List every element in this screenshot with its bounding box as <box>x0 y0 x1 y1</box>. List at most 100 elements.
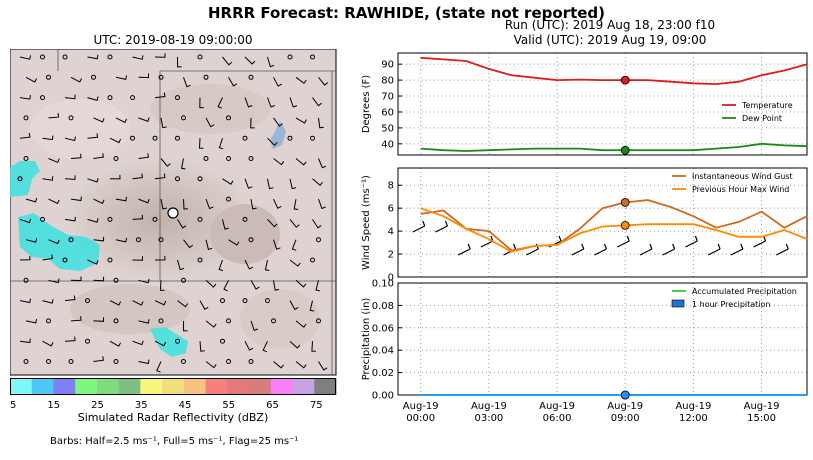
colorbar-cell <box>162 378 185 395</box>
wind-barb <box>48 158 60 164</box>
colorbar-tick-label: 25 <box>91 400 104 410</box>
wind-barb <box>42 340 54 347</box>
wind-barb <box>250 199 257 210</box>
colorbar-tick-label: 35 <box>135 400 148 410</box>
valid-line: Valid (UTC): 2019 Aug 19, 09:00 <box>513 33 707 47</box>
wind-barb <box>42 299 54 304</box>
legend-label: Previous Hour Max Wind <box>692 185 789 194</box>
map-title: UTC: 2019-08-19 09:00:00 <box>93 33 253 47</box>
wind-barb <box>115 196 127 202</box>
wind-barb <box>311 341 316 352</box>
wind-barb <box>312 219 322 229</box>
wind-barb <box>289 300 299 311</box>
wind-barb <box>295 320 307 328</box>
calm-circle <box>175 338 180 344</box>
calm-circle <box>107 257 113 263</box>
colorbar-tick-label: 65 <box>266 400 279 410</box>
wind-barb <box>109 174 121 180</box>
calm-circle <box>181 359 186 364</box>
wind-barb <box>293 199 299 210</box>
y-tick-label: 4 <box>388 227 394 238</box>
calm-circle <box>136 237 141 243</box>
calm-circle <box>316 318 321 324</box>
calm-circle <box>242 135 248 141</box>
wind-barb <box>183 320 188 332</box>
legend-label: Instantaneous Wind Gust <box>692 172 793 181</box>
wind-barb <box>138 278 150 284</box>
y-tick-label: 0.00 <box>372 391 394 402</box>
reservoir <box>270 121 286 149</box>
calm-circle <box>62 54 68 60</box>
wind-barb <box>93 198 105 205</box>
wind-barb <box>25 76 38 83</box>
wind-barb <box>87 54 99 60</box>
wind-barb <box>64 216 76 222</box>
wind-barb <box>25 318 37 324</box>
wind-barb <box>218 138 224 150</box>
x-tick-label: Aug-19 <box>675 401 711 412</box>
calm-circle <box>287 135 293 141</box>
calm-circle <box>226 115 231 121</box>
calm-circle <box>310 135 315 141</box>
wind-barb <box>244 56 256 65</box>
wind-barb <box>181 158 186 170</box>
wind-barb <box>244 340 254 351</box>
colorbar-cell <box>314 378 337 395</box>
panel-wind-barb <box>707 243 721 256</box>
calm-circle <box>220 338 225 344</box>
reflectivity-map <box>10 49 337 376</box>
wind-barb <box>156 361 162 373</box>
wind-barb <box>199 97 204 109</box>
colorbar-cell <box>75 378 98 395</box>
wind-barb <box>267 97 275 108</box>
current-time-marker <box>620 390 630 400</box>
panel-wind-barb <box>616 235 630 248</box>
wind-barb <box>267 137 278 147</box>
wind-barb <box>132 173 143 180</box>
colorbar-tick-label: 15 <box>47 400 60 410</box>
colorbar-cells <box>10 378 337 395</box>
wind-barb <box>87 178 99 183</box>
current-time-marker <box>620 198 630 207</box>
colorbar-cell <box>140 378 163 395</box>
calm-circle <box>197 176 203 182</box>
calm-circle <box>248 156 254 161</box>
calm-circle <box>175 135 180 141</box>
calm-circle <box>242 216 248 222</box>
calm-circle <box>40 54 45 60</box>
wind-barb <box>183 77 191 88</box>
wind-barb <box>318 361 328 371</box>
current-time-marker <box>620 75 630 85</box>
wind-barb <box>289 219 300 228</box>
wind-barb <box>318 198 326 210</box>
wind-barb <box>199 300 209 310</box>
calm-circle <box>248 74 254 80</box>
calm-circle <box>68 359 74 364</box>
wind-barb <box>312 97 322 107</box>
legend-label: Dew Point <box>742 114 782 123</box>
wind-barb <box>42 254 53 261</box>
wind-barb <box>70 196 82 202</box>
calm-circle <box>175 176 180 182</box>
calm-circle <box>181 277 186 283</box>
calm-circle <box>226 359 231 364</box>
wind-barb <box>132 55 144 60</box>
wind-barb <box>70 153 82 159</box>
colorbar-tick-label: 75 <box>310 400 323 410</box>
wind-barb <box>93 236 105 242</box>
wind-barb <box>138 319 150 324</box>
y-axis-label: Degrees (F) <box>361 75 372 133</box>
wind-barb <box>273 280 280 291</box>
wind-barb <box>48 239 60 245</box>
wind-barb <box>183 199 189 210</box>
wind-barb <box>264 259 270 271</box>
calm-circle <box>226 196 231 202</box>
calm-circle <box>226 318 231 324</box>
colorbar-cell <box>270 378 294 395</box>
x-tick-label: 12:00 <box>679 413 708 424</box>
meteogram-panel: 0 2 4 6 8 Wind Speed (ms⁻¹) Instantaneous Wind… <box>361 167 808 284</box>
station-marker <box>167 207 179 219</box>
wind-barb <box>19 218 32 224</box>
wind-barb <box>25 238 38 243</box>
calm-circle <box>203 74 209 80</box>
